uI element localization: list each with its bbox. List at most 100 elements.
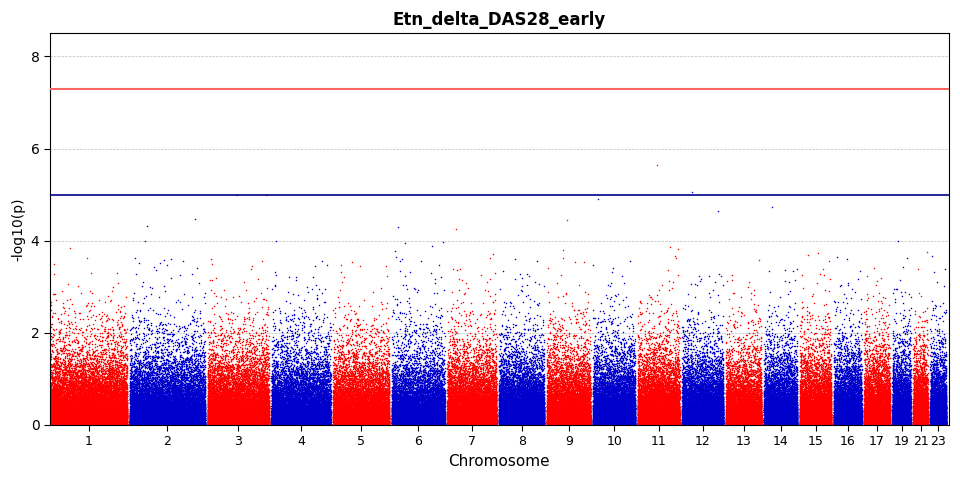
Point: [831, 398, 847, 406]
Point: [612, 410, 627, 418]
Point: [740, 409, 756, 417]
Point: [115, 417, 131, 424]
Point: [545, 406, 561, 413]
Point: [229, 399, 245, 407]
Point: [119, 417, 134, 425]
Point: [72, 407, 87, 415]
Point: [210, 415, 226, 422]
Point: [321, 396, 336, 404]
Point: [648, 373, 663, 381]
Point: [512, 421, 527, 429]
Point: [513, 417, 528, 424]
Point: [573, 402, 588, 409]
Point: [257, 399, 273, 407]
Point: [92, 415, 108, 422]
Point: [135, 386, 151, 394]
Point: [171, 418, 186, 426]
Point: [335, 389, 350, 396]
Point: [133, 409, 149, 417]
Point: [607, 407, 622, 414]
Point: [650, 398, 665, 406]
Point: [281, 411, 297, 419]
Point: [348, 394, 363, 401]
Point: [668, 420, 684, 428]
Point: [379, 386, 395, 394]
Point: [96, 407, 111, 415]
Point: [833, 389, 849, 396]
Point: [313, 410, 328, 418]
Point: [123, 414, 138, 422]
Point: [276, 396, 292, 404]
Point: [451, 388, 467, 396]
Point: [379, 419, 395, 427]
Point: [275, 404, 290, 412]
Point: [180, 383, 196, 390]
Point: [275, 403, 290, 411]
Point: [729, 405, 744, 412]
Point: [522, 410, 538, 418]
Point: [420, 420, 436, 428]
Point: [118, 409, 133, 417]
Point: [414, 394, 429, 402]
Point: [615, 409, 631, 417]
Point: [535, 405, 550, 413]
Point: [276, 398, 291, 406]
Point: [149, 362, 164, 370]
Point: [472, 418, 488, 426]
Point: [788, 402, 804, 409]
Point: [864, 412, 879, 420]
Point: [427, 408, 443, 415]
Point: [518, 405, 534, 413]
Point: [862, 374, 877, 382]
Point: [658, 405, 673, 413]
Point: [96, 420, 111, 428]
Point: [760, 396, 776, 404]
Point: [827, 387, 842, 395]
Point: [43, 383, 59, 390]
Point: [622, 412, 637, 420]
Point: [88, 381, 104, 388]
Point: [729, 372, 744, 380]
Point: [588, 378, 604, 385]
Point: [621, 415, 636, 422]
Point: [924, 414, 940, 421]
Point: [177, 406, 192, 414]
Point: [876, 380, 892, 388]
Point: [102, 400, 117, 408]
Point: [104, 384, 119, 391]
Point: [601, 384, 616, 392]
Point: [901, 416, 917, 423]
Point: [614, 420, 630, 428]
Point: [594, 420, 610, 427]
Point: [807, 417, 823, 425]
Point: [497, 415, 513, 422]
Point: [828, 407, 844, 414]
Point: [338, 391, 353, 398]
Point: [775, 397, 790, 405]
Point: [915, 404, 930, 411]
Point: [513, 395, 528, 402]
Point: [685, 388, 701, 396]
Point: [134, 370, 150, 378]
Point: [623, 409, 638, 417]
Point: [588, 416, 604, 423]
Point: [815, 416, 830, 424]
Point: [572, 409, 588, 417]
Point: [910, 394, 925, 402]
Point: [274, 402, 289, 410]
Point: [587, 392, 602, 400]
Point: [478, 399, 493, 407]
Point: [351, 413, 367, 421]
Point: [299, 413, 314, 420]
Point: [885, 420, 900, 428]
Point: [815, 419, 830, 426]
Point: [91, 374, 107, 382]
Point: [756, 390, 772, 398]
Point: [408, 419, 423, 426]
Point: [870, 386, 885, 394]
Point: [689, 419, 705, 427]
Point: [162, 404, 178, 411]
Point: [234, 401, 250, 409]
Point: [661, 414, 677, 421]
Point: [316, 405, 331, 413]
